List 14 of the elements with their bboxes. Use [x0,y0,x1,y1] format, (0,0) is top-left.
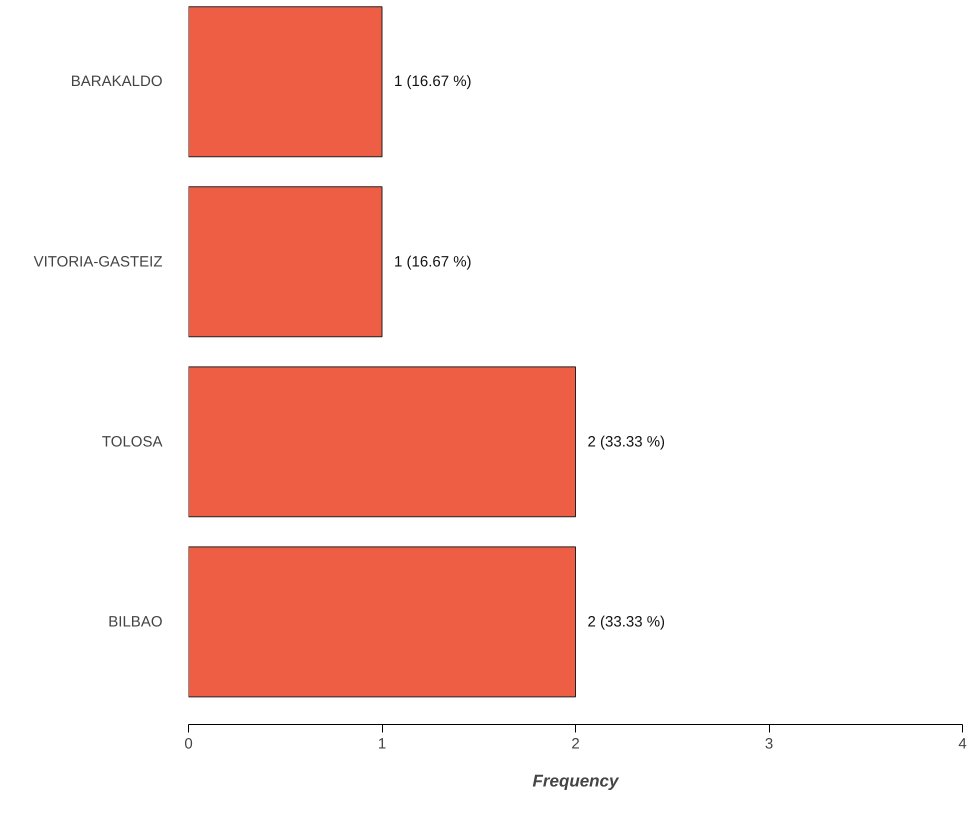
x-tick-label: 0 [184,736,193,752]
x-tick-label: 3 [764,736,774,752]
y-tick-label: TOLOSA [102,433,163,450]
x-axis-title: Frequency [532,772,620,790]
data-label: 1 (16.67 %) [394,73,472,90]
data-label: 2 (33.33 %) [588,433,666,450]
y-tick-label: VITORIA-GASTEIZ [34,253,162,270]
data-label: 1 (16.67 %) [394,253,472,270]
x-tick-label: 1 [378,736,386,752]
y-tick-label: BILBAO [108,613,163,630]
data-label: 2 (33.33 %) [588,613,666,630]
y-tick-label: BARAKALDO [70,73,163,90]
x-tick-label: 4 [958,736,967,752]
x-tick-label: 2 [571,736,580,752]
